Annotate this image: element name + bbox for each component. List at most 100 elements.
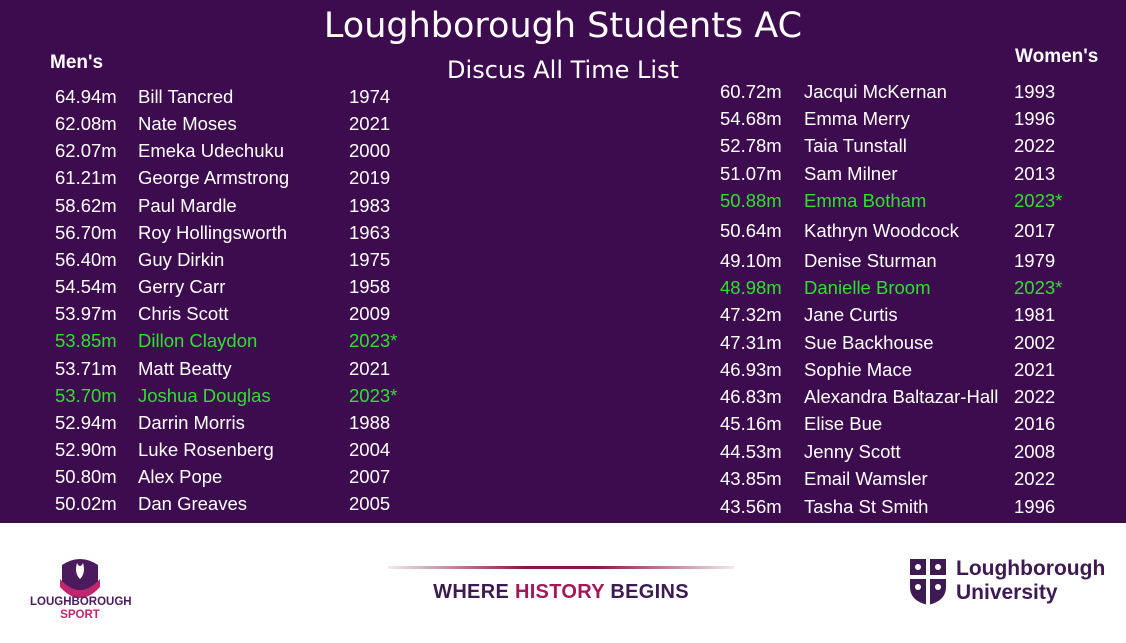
womens-year: 2023* [1014,190,1063,211]
mens-year: 2021 [349,357,391,379]
womens-year: 2016 [1014,413,1056,434]
womens-mark: 60.72m [720,81,782,102]
mens-mark: 50.80m [55,466,117,488]
left-logo-line2: SPORT [60,609,100,621]
mens-name: Bill Tancred [138,86,234,107]
mens-name: Joshua Douglas [138,384,271,406]
womens-mark: 49.10m [720,250,782,271]
mens-mark: 56.70m [55,221,117,243]
womens-name: Kathryn Woodcock [804,220,959,241]
mens-year: 1983 [349,194,391,216]
mens-year: 2005 [349,493,391,515]
womens-mark: 50.88m [720,190,782,211]
womens-year: 1996 [1014,108,1056,129]
womens-name: Jenny Scott [804,441,901,462]
mens-mark: 53.70m [55,384,117,406]
womens-mark: 48.98m [720,277,782,298]
mens-mark: 52.94m [55,411,117,433]
mens-name: Dillon Claydon [138,330,258,352]
womens-name: Emma Botham [804,190,927,211]
mens-year: 2023* [349,330,398,352]
womens-year: 2022 [1014,468,1056,489]
loughborough-sport-logo-text: LOUGHBOROUGH SPORT [30,596,132,622]
womens-name: Sophie Mace [804,359,912,380]
page-subtitle: Discus All Time List [447,56,679,84]
womens-year: 2013 [1014,163,1056,184]
mens-year: 2007 [349,466,391,488]
mens-year: 2009 [349,303,391,325]
womens-year: 2008 [1014,441,1056,462]
mens-year: 1975 [349,248,391,270]
womens-heading: Women's [1015,46,1099,67]
mens-name: Emeka Udechuku [138,140,285,162]
mens-mark: 53.97m [55,303,117,325]
womens-mark: 43.56m [720,496,782,517]
womens-mark: 50.64m [720,220,782,241]
mens-name: Darrin Morris [138,411,245,433]
mens-name: Luke Rosenberg [138,438,274,460]
page-title: Loughborough Students AC [323,6,803,46]
mens-year: 1963 [349,221,391,243]
mens-name: Roy Hollingsworth [138,221,288,243]
mens-year: 2000 [349,140,391,162]
right-logo-line2: University [956,581,1058,604]
womens-name: Jacqui McKernan [804,81,947,102]
womens-name: Sam Milner [804,163,898,184]
mens-year: 2004 [349,438,391,460]
womens-year: 1996 [1014,496,1056,517]
womens-mark: 47.31m [720,332,782,353]
tagline-divider [388,566,734,569]
womens-name: Jane Curtis [804,304,898,325]
mens-mark: 52.90m [55,438,117,460]
womens-year: 2021 [1014,359,1056,380]
mens-year: 1974 [349,86,391,107]
mens-name: Matt Beatty [138,357,232,379]
left-logo-line1: LOUGHBOROUGH [30,596,132,608]
womens-year: 2022 [1014,386,1056,407]
mens-year: 2019 [349,167,391,189]
womens-name: Danielle Broom [804,277,931,298]
loughborough-university-logo-text: Loughborough University [956,557,1105,605]
tagline: WHERE HISTORY BEGINS [388,581,734,604]
womens-name: Emma Merry [804,108,910,129]
mens-mark: 50.02m [55,493,117,515]
womens-mark: 51.07m [720,163,782,184]
womens-year: 2022 [1014,135,1056,156]
university-crest-icon [910,559,946,605]
mens-name: Alex Pope [138,466,223,488]
womens-mark: 43.85m [720,468,782,489]
womens-mark: 52.78m [720,135,782,156]
womens-name: Email Wamsler [804,468,928,489]
womens-year: 1993 [1014,81,1056,102]
womens-year: 2023* [1014,277,1063,298]
womens-mark: 46.93m [720,359,782,380]
footer: LOUGHBOROUGH SPORT WHERE HISTORY BEGINS … [0,523,1126,640]
womens-name: Elise Bue [804,413,883,434]
womens-mark: 47.32m [720,304,782,325]
mens-heading: Men's [50,52,104,73]
womens-mark: 46.83m [720,386,782,407]
tagline-part2: BEGINS [604,581,689,603]
mens-name: Gerry Carr [138,276,226,298]
womens-year: 1981 [1014,304,1056,325]
right-logo-line1: Loughborough [956,557,1106,580]
mens-mark: 64.94m [55,86,117,107]
mens-name: Guy Dirkin [138,248,225,270]
tagline-highlight: HISTORY [514,581,605,603]
womens-name: Taia Tunstall [804,135,907,156]
womens-name: Tasha St Smith [804,496,929,517]
mens-name: George Armstrong [138,167,290,189]
mens-mark: 62.07m [55,140,117,162]
mens-year: 1988 [349,411,391,433]
loughborough-sport-shield-icon [60,559,100,598]
womens-name: Alexandra Baltazar-Hall [804,386,999,407]
womens-mark: 45.16m [720,413,782,434]
mens-year: 2023* [349,384,398,406]
womens-year: 1979 [1014,250,1056,271]
mens-mark: 61.21m [55,167,117,189]
womens-name: Sue Backhouse [804,332,934,353]
mens-mark: 62.08m [55,113,117,135]
mens-mark: 58.62m [55,194,117,216]
mens-name: Nate Moses [138,113,237,135]
